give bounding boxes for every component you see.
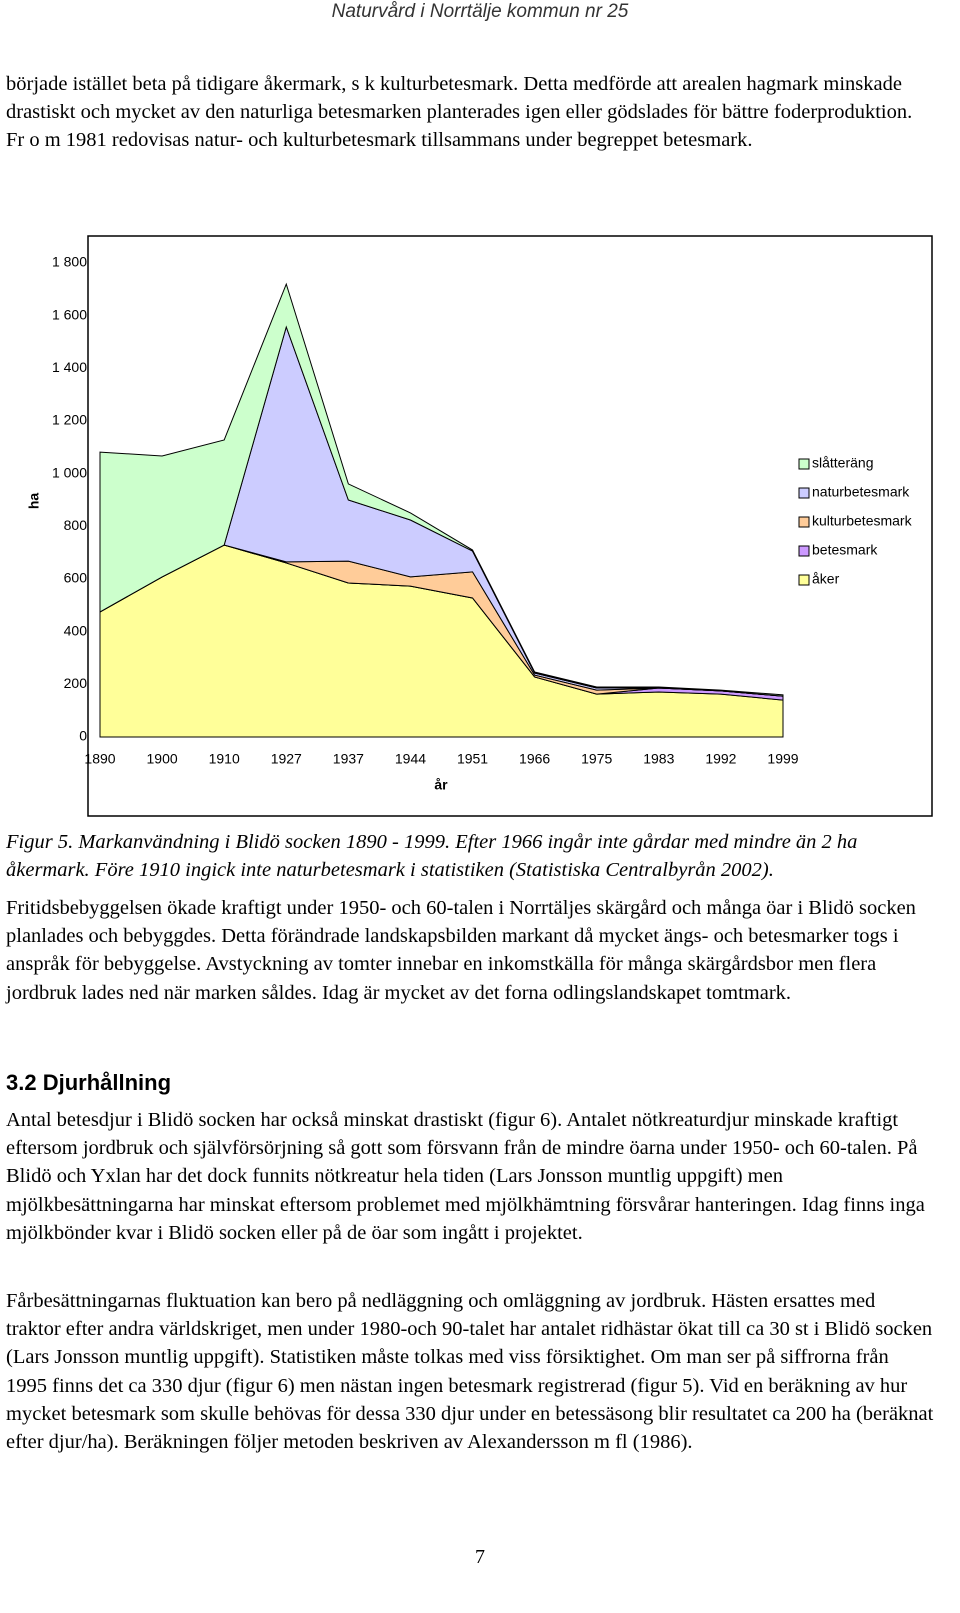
y-tick-label: 600 (64, 570, 88, 586)
y-tick-label: 1 800 (52, 254, 87, 270)
y-axis-label: ha (26, 493, 42, 510)
legend-label: åker (812, 571, 840, 587)
x-tick-label: 1999 (767, 751, 798, 767)
y-tick-label: 0 (79, 728, 87, 744)
x-tick-label: 1992 (705, 751, 736, 767)
y-tick-label: 400 (64, 622, 88, 638)
running-header: Naturvård i Norrtälje kommun nr 25 (331, 1, 629, 22)
y-tick-label: 1 200 (52, 412, 87, 428)
paragraph: Fritidsbebyggelsen ökade kraftigt under … (6, 897, 916, 1004)
paragraph: Antal betesdjur i Blidö socken har också… (6, 1109, 925, 1244)
paragraph: Fårbesättningarnas fluktuation kan bero … (6, 1290, 934, 1454)
legend-label: kulturbetesmark (812, 513, 913, 529)
x-tick-label: 1983 (643, 751, 674, 767)
page-number: 7 (475, 1546, 485, 1568)
x-tick-label: 1910 (209, 751, 240, 767)
legend-swatch (798, 458, 810, 470)
legend-label: betesmark (812, 542, 878, 558)
legend-swatch (798, 516, 810, 528)
section-heading: 3.2 Djurhållning (6, 1070, 172, 1095)
y-tick-label: 800 (64, 517, 88, 533)
y-tick-label: 1 000 (52, 464, 87, 480)
y-tick-label: 1 600 (52, 306, 87, 322)
y-tick-label: 1 400 (52, 359, 87, 375)
figure-caption: Figur 5. Markanvändning i Blidö socken 1… (6, 831, 858, 882)
y-tick-label: 200 (64, 675, 88, 691)
x-tick-label: 1966 (519, 751, 550, 767)
legend-swatch (798, 574, 810, 586)
x-tick-label: 1937 (333, 751, 364, 767)
area (99, 282, 784, 697)
x-tick-label: 1890 (84, 751, 115, 767)
legend-label: naturbetesmark (812, 484, 910, 500)
legend-label: slåtteräng (812, 455, 873, 471)
x-axis-label: år (434, 777, 448, 793)
paragraph: började istället beta på tidigare åkerma… (6, 73, 913, 152)
chart: år ha 0 200 400 600 800 1 000 1 200 1 400 1 600 1… (26, 235, 933, 817)
legend-swatch (798, 487, 810, 499)
x-tick-label: 1927 (271, 751, 302, 767)
x-tick-label: 1900 (147, 751, 178, 767)
x-tick-label: 1944 (395, 751, 426, 767)
x-tick-label: 1951 (457, 751, 488, 767)
legend-swatch (798, 545, 810, 557)
x-tick-label: 1975 (581, 751, 612, 767)
